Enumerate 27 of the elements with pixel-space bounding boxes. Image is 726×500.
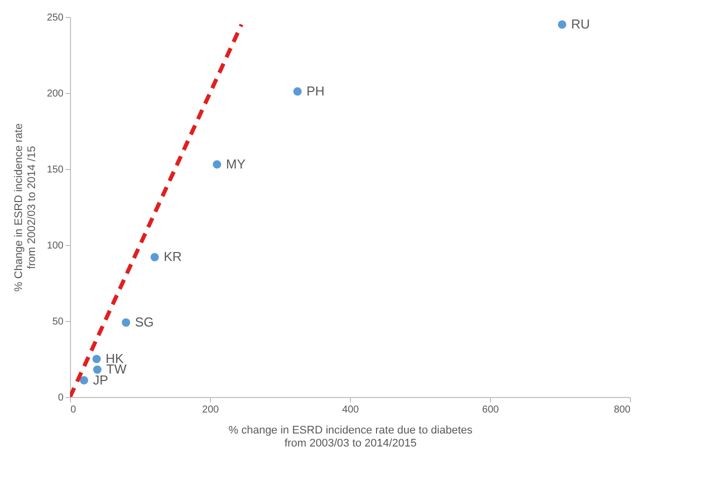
- point: [93, 365, 102, 374]
- x-axis-title: % change in ESRD incidence rate due to diabetes from 2003/03 to 2014/2015: [228, 424, 473, 450]
- y-tick-label: 100: [46, 240, 64, 252]
- point: [293, 87, 302, 96]
- annotation: PH: [306, 83, 325, 98]
- y-tick-label: 200: [46, 88, 64, 100]
- annotation: SG: [135, 314, 154, 330]
- x-tick-label: 800: [614, 404, 631, 416]
- point: [122, 318, 130, 327]
- point: [150, 252, 159, 262]
- point: [80, 376, 88, 384]
- y-tick-label: 150: [46, 164, 64, 176]
- y-axis-title: % Change in ESRD incidence rate from 2002/03 to 2014 /15: [12, 123, 38, 292]
- x-tick-label: 200: [202, 404, 220, 416]
- annotation: MY: [226, 156, 246, 172]
- y-tick-label: 250: [46, 12, 64, 24]
- point: [212, 160, 222, 169]
- annotation: JP: [93, 372, 108, 388]
- point: [558, 20, 566, 29]
- x-tick-label: 400: [342, 404, 360, 416]
- point: [92, 354, 101, 364]
- annotation: RU: [571, 16, 590, 32]
- y-tick-label: 0: [58, 392, 64, 404]
- x-tick-label: 0: [70, 404, 76, 416]
- x-tick-label: 600: [482, 404, 500, 416]
- y-tick-label: 50: [52, 316, 64, 328]
- annotation: KR: [164, 249, 182, 264]
